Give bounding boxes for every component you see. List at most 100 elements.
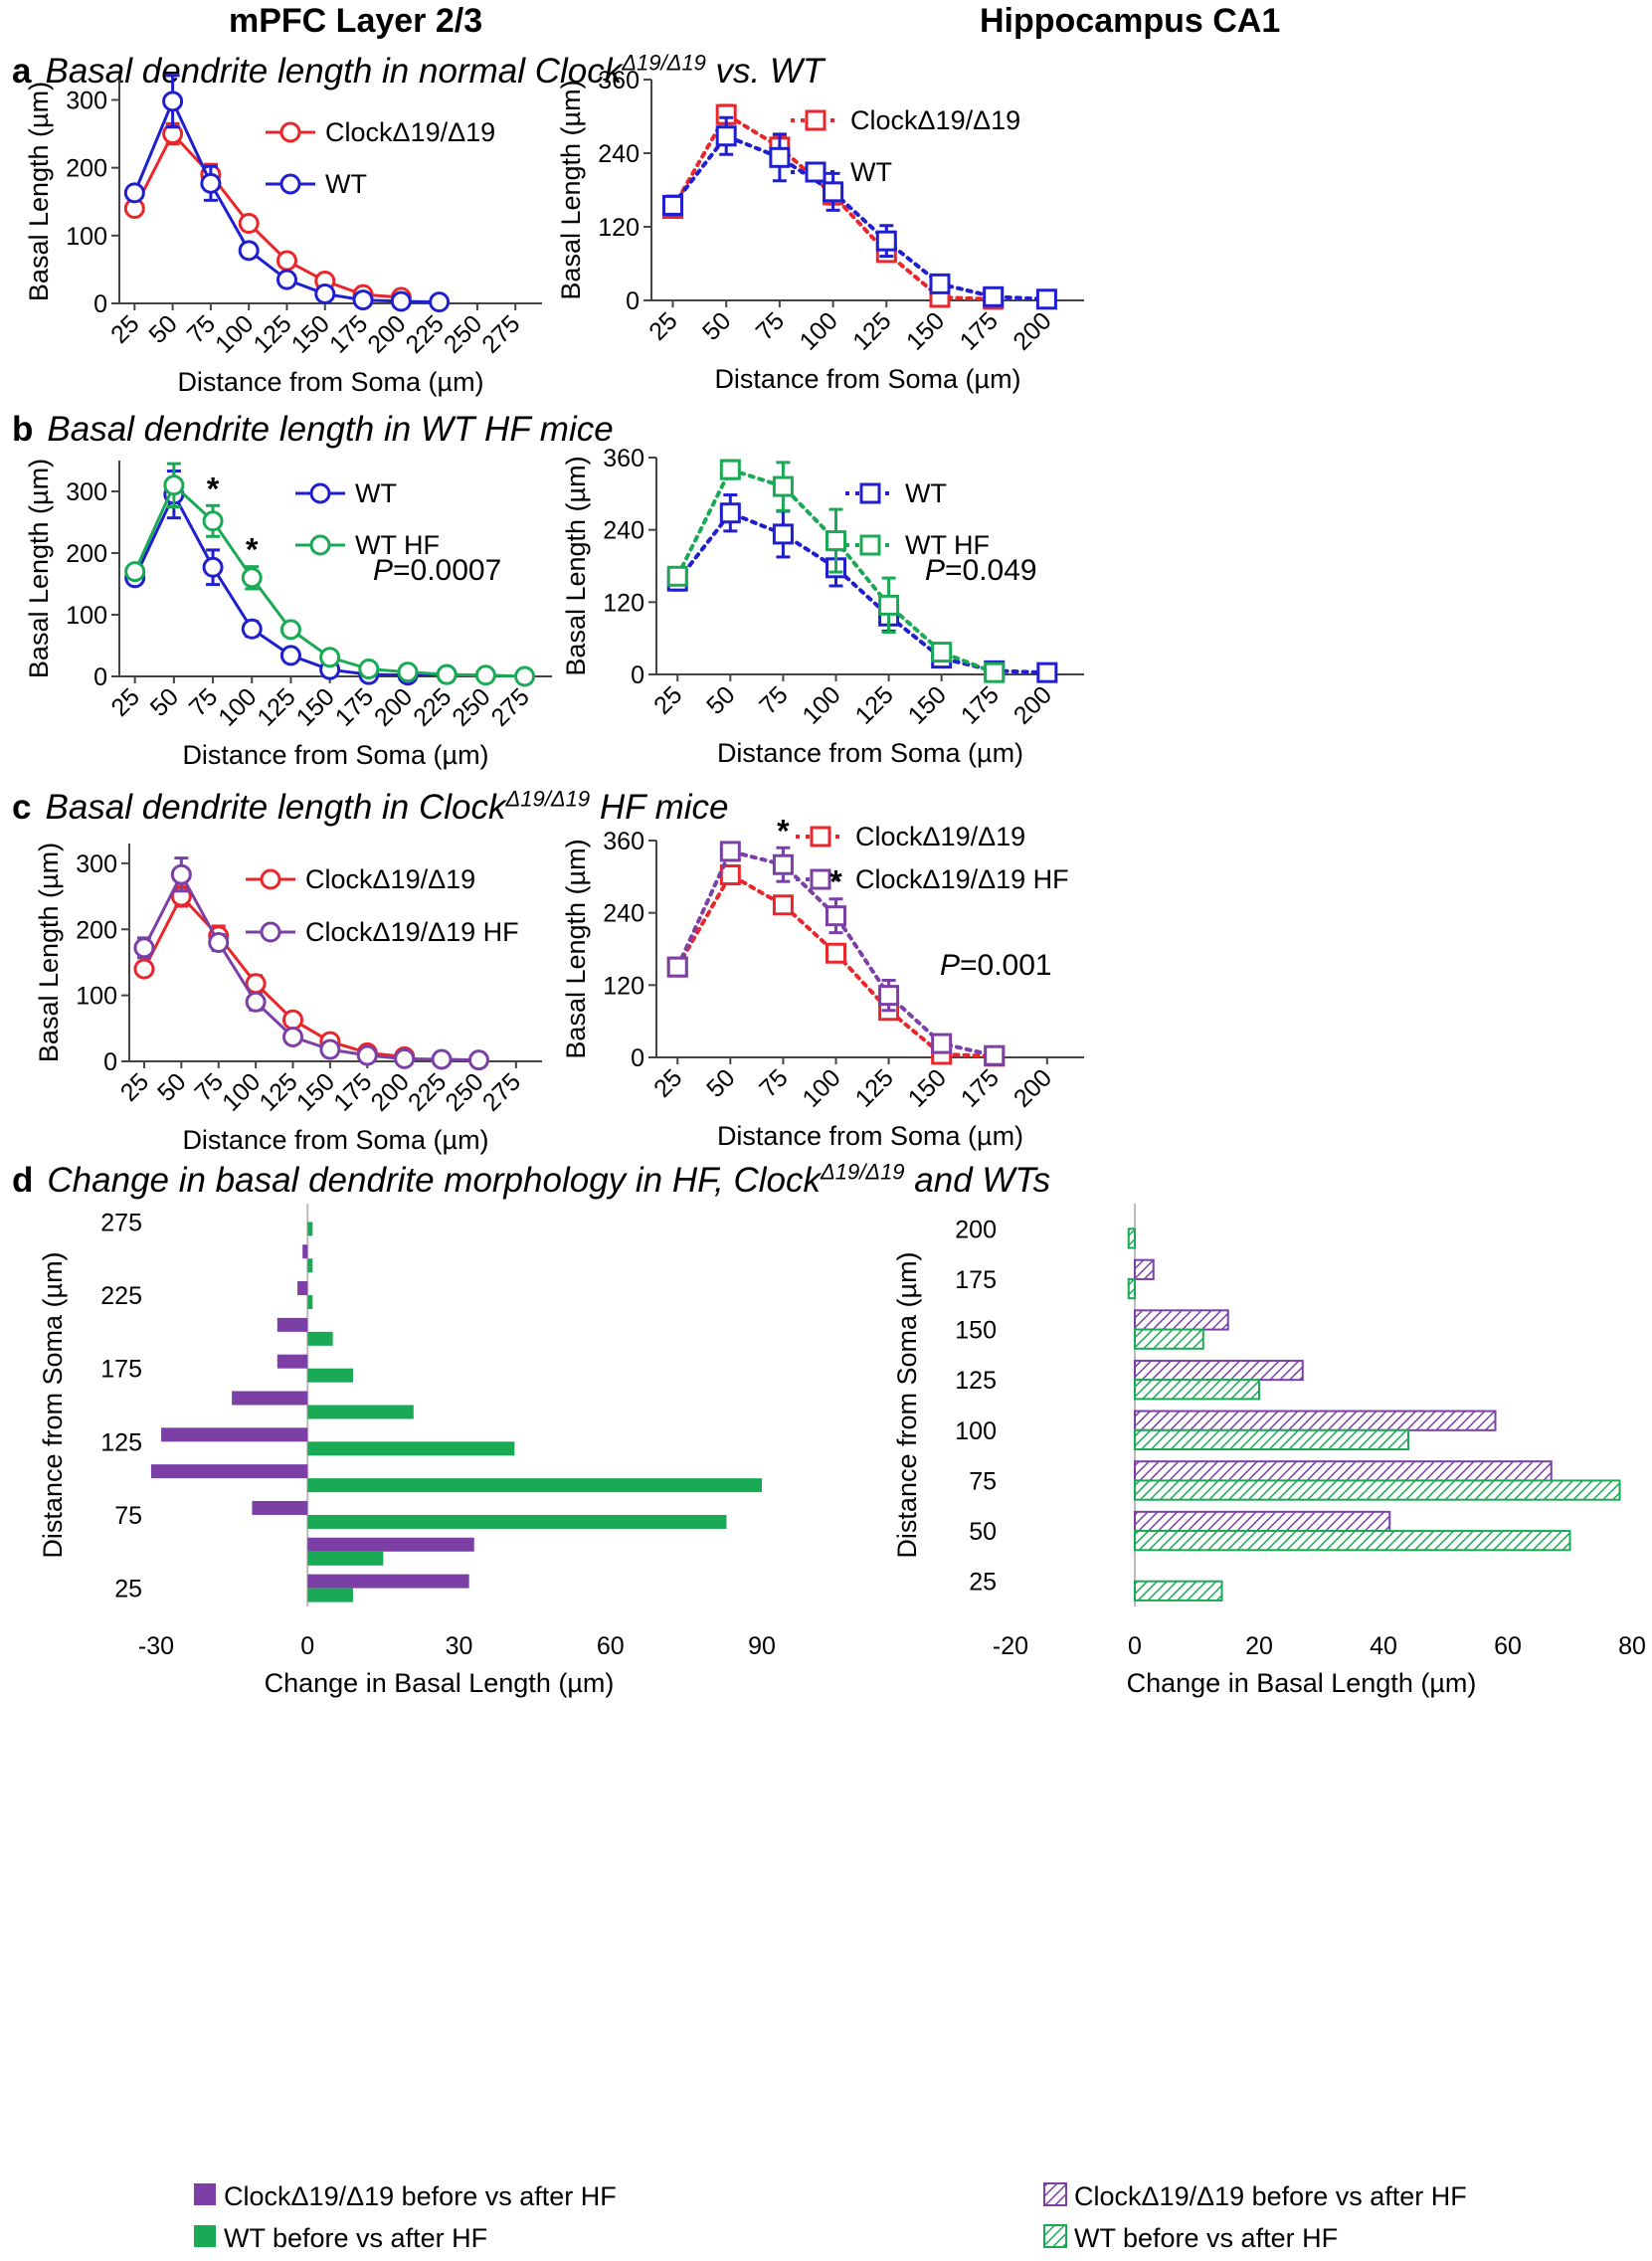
d-left-ytick-label-0: 25 — [114, 1576, 142, 1603]
a-right-series-1-point-5 — [929, 273, 951, 294]
column-title-left: mPFC Layer 2/3 — [229, 2, 483, 40]
d-left-bar-0-9 — [302, 1244, 308, 1259]
c-right-xtick-label-4: 125 — [850, 1063, 899, 1112]
b-left-series-1-point-3 — [241, 567, 263, 589]
column-title-right: Hippocampus CA1 — [980, 2, 1281, 40]
c-right-legend-marker-0 — [810, 826, 831, 848]
b-left-xtick-label-9: 250 — [447, 682, 495, 731]
c-right-ytick-label-0: 0 — [631, 1044, 644, 1072]
a-left-series-1-point-3 — [238, 240, 260, 262]
a-left-ytick-label-1: 100 — [66, 223, 107, 251]
a-right-ytick-label-0: 0 — [626, 287, 640, 315]
panel-a-suffix: vs. WT — [705, 51, 825, 91]
c-left-ytick-label-2: 200 — [76, 916, 117, 944]
c-right-xtick-label-6: 175 — [956, 1063, 1005, 1112]
a-left-xtick-label-0: 25 — [105, 309, 144, 348]
c-right-p-value: P=0.001 — [940, 949, 1052, 982]
d-left-xtick-label-2: 30 — [446, 1632, 473, 1660]
a-right-series-1-point-0 — [661, 194, 683, 216]
d-left-bar-1-9 — [307, 1258, 313, 1273]
b-left-legend-label-0: WT — [355, 478, 397, 508]
a-right-series-1-point-1 — [715, 125, 737, 147]
d-right-ytick-label-7: 200 — [955, 1216, 997, 1243]
c-right-series-0-point-2 — [772, 894, 794, 916]
a-right-series-1-point-7 — [1035, 288, 1057, 310]
c-left-series-1-point-5 — [319, 1038, 341, 1060]
c-left-legend-label-1: ClockΔ19/Δ19 HF — [305, 917, 519, 947]
b-left-xtick-label-3: 100 — [213, 682, 262, 731]
a-left-legend-marker-0 — [279, 121, 301, 143]
d-left-xtick-label-0: -30 — [138, 1632, 174, 1660]
a-left-series-0-point-4 — [275, 250, 297, 272]
a-right-xtick-label-7: 200 — [1008, 306, 1056, 355]
d-right-legend-label-0: ClockΔ19/Δ19 before vs after HF — [1074, 2181, 1467, 2211]
c-left-series-1-point-2 — [208, 932, 230, 954]
c-left-xtick-label-1: 50 — [152, 1067, 191, 1106]
d-left-ytick-label-2: 125 — [100, 1428, 142, 1456]
panel-b-title: Basal dendrite length in WT HF mice — [47, 410, 614, 449]
d-right-xtick-label-5: 80 — [1618, 1632, 1646, 1660]
d-left-ytick-label-3: 175 — [100, 1356, 142, 1384]
a-left-xtick-label-1: 50 — [143, 309, 182, 348]
b-right-ytick-label-1: 120 — [603, 589, 644, 617]
d-left-ytick-label-1: 75 — [114, 1502, 142, 1530]
c-left-legend-label-0: ClockΔ19/Δ19 — [305, 864, 475, 894]
a-left-ytick-label-3: 300 — [66, 87, 107, 114]
c-right-xtick-label-1: 50 — [701, 1063, 740, 1102]
a-left-legend-marker-1 — [279, 173, 301, 195]
c-right-xtick-label-5: 150 — [903, 1063, 952, 1112]
a-right-series-1-point-3 — [823, 181, 844, 203]
b-right-y-axis-title: Basal Length (µm) — [561, 456, 591, 675]
panel-b-heading: b Basal dendrite length in WT HF mice — [12, 410, 614, 450]
panel-a-sup: Δ19/Δ19 — [622, 50, 706, 75]
c-right-significance-star-0: * — [777, 813, 790, 848]
d-left-xtick-label-3: 60 — [597, 1632, 625, 1660]
a-left-y-axis-title: Basal Length (µm) — [24, 82, 54, 301]
a-left-series-1-point-6 — [352, 289, 374, 311]
b-left-x-axis-title: Distance from Soma (µm) — [182, 740, 488, 770]
b-right-series-1-point-6 — [984, 661, 1006, 683]
c-right-x-axis-title: Distance from Soma (µm) — [717, 1121, 1023, 1151]
b-right-legend-label-1: WT HF — [905, 530, 990, 560]
d-right-xtick-label-0: -20 — [993, 1632, 1028, 1660]
c-right-xtick-label-7: 200 — [1009, 1063, 1057, 1112]
d-right-x-axis-title: Change in Basal Length (µm) — [1127, 1668, 1477, 1698]
c-right-ytick-label-1: 120 — [603, 972, 644, 1000]
d-left-legend-swatch-0 — [194, 2183, 216, 2205]
b-left-p-value: P=0.0007 — [373, 554, 501, 587]
d-right-bar-0-4 — [1134, 1359, 1304, 1382]
panel-d-suffix: and WTs — [904, 1160, 1051, 1200]
d-left-bar-1-1 — [307, 1551, 384, 1566]
a-left-series-1-point-2 — [200, 172, 222, 194]
b-right-legend-label-0: WT — [905, 478, 947, 508]
b-left-significance-star-0: * — [207, 471, 220, 506]
b-left-significance-star-1: * — [246, 532, 259, 568]
b-left-legend-marker-0 — [309, 482, 331, 504]
b-left-xtick-label-1: 50 — [145, 682, 184, 721]
a-left-x-axis-title: Distance from Soma (µm) — [177, 367, 483, 397]
d-right-xtick-label-1: 0 — [1128, 1632, 1142, 1660]
b-right-xtick-label-5: 150 — [903, 680, 952, 729]
b-right-series-1-point-3 — [825, 530, 846, 552]
a-left-legend-label-0: ClockΔ19/Δ19 — [325, 117, 495, 147]
d-right-bar-0-3 — [1134, 1410, 1497, 1431]
d-left-bar-0-0 — [307, 1574, 469, 1589]
a-right-legend-marker-1 — [805, 161, 826, 183]
a-right-y-axis-title: Basal Length (µm) — [556, 80, 586, 299]
panel-c-heading: c Basal dendrite length in ClockΔ19/Δ19 H… — [12, 786, 728, 828]
a-right-ytick-label-1: 120 — [598, 214, 640, 242]
b-right-series-0-point-2 — [772, 523, 794, 545]
d-right-xtick-label-2: 20 — [1245, 1632, 1273, 1660]
a-left-ytick-label-0: 0 — [93, 290, 107, 318]
d-left-y-axis-title: Distance from Soma (µm) — [38, 1251, 68, 1558]
a-left-legend-label-1: WT — [325, 169, 367, 199]
d-right-legend-label-1: WT before vs after HF — [1074, 2223, 1338, 2253]
b-right-series-1-point-0 — [666, 565, 688, 587]
d-right-legend-swatch-0 — [1043, 2182, 1067, 2206]
c-left-x-axis-title: Distance from Soma (µm) — [182, 1125, 488, 1155]
b-right-xtick-label-1: 50 — [701, 680, 740, 719]
c-right-xtick-label-3: 100 — [797, 1063, 845, 1112]
panel-c-letter: c — [12, 787, 32, 827]
a-left-series-1-point-0 — [123, 182, 145, 204]
